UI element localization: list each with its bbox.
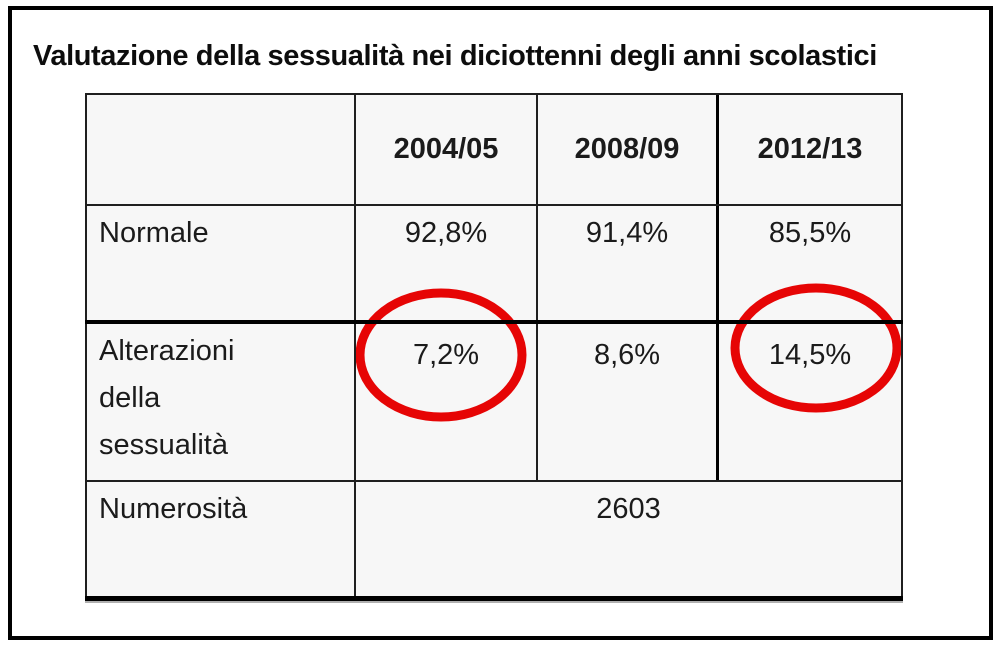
table-divider-row1-row2-thick xyxy=(85,320,903,324)
row-label-alterazioni: Alterazioni della sessualità xyxy=(99,334,234,475)
row-label-alterazioni-line1: Alterazioni xyxy=(99,335,235,367)
column-header-2012-13: 2012/13 xyxy=(757,133,863,165)
column-header-2004-05: 2004/05 xyxy=(393,133,499,165)
table-divider-row2-row3 xyxy=(85,480,903,482)
table-divider-header-row1 xyxy=(85,204,903,206)
cell-normale-2012: 85,5% xyxy=(768,217,852,249)
table-divider-col1-col2 xyxy=(536,93,538,482)
cell-numerosita-merged: 2603 xyxy=(596,493,661,525)
row-label-normale: Normale xyxy=(99,217,209,249)
cell-alterazioni-2008: 8,6% xyxy=(593,339,661,371)
page-title: Valutazione della sessualità nei diciott… xyxy=(33,40,877,72)
table-divider-col2-col3-thick xyxy=(716,93,719,482)
table-border-left xyxy=(85,93,87,601)
row-label-alterazioni-line3: sessualità xyxy=(99,429,228,461)
cell-normale-2008: 91,4% xyxy=(585,217,669,249)
table-border-bottom-thick xyxy=(85,596,903,601)
cell-alterazioni-2012: 14,5% xyxy=(768,339,852,371)
column-header-2008-09: 2008/09 xyxy=(574,133,680,165)
cell-alterazioni-2004: 7,2% xyxy=(412,339,480,371)
table-divider-col0-col1 xyxy=(354,93,356,601)
table-border-right xyxy=(901,93,903,601)
table-border-top xyxy=(85,93,903,95)
row-label-numerosita: Numerosità xyxy=(99,493,248,525)
cell-normale-2004: 92,8% xyxy=(404,217,488,249)
row-label-alterazioni-line2: della xyxy=(99,382,161,414)
